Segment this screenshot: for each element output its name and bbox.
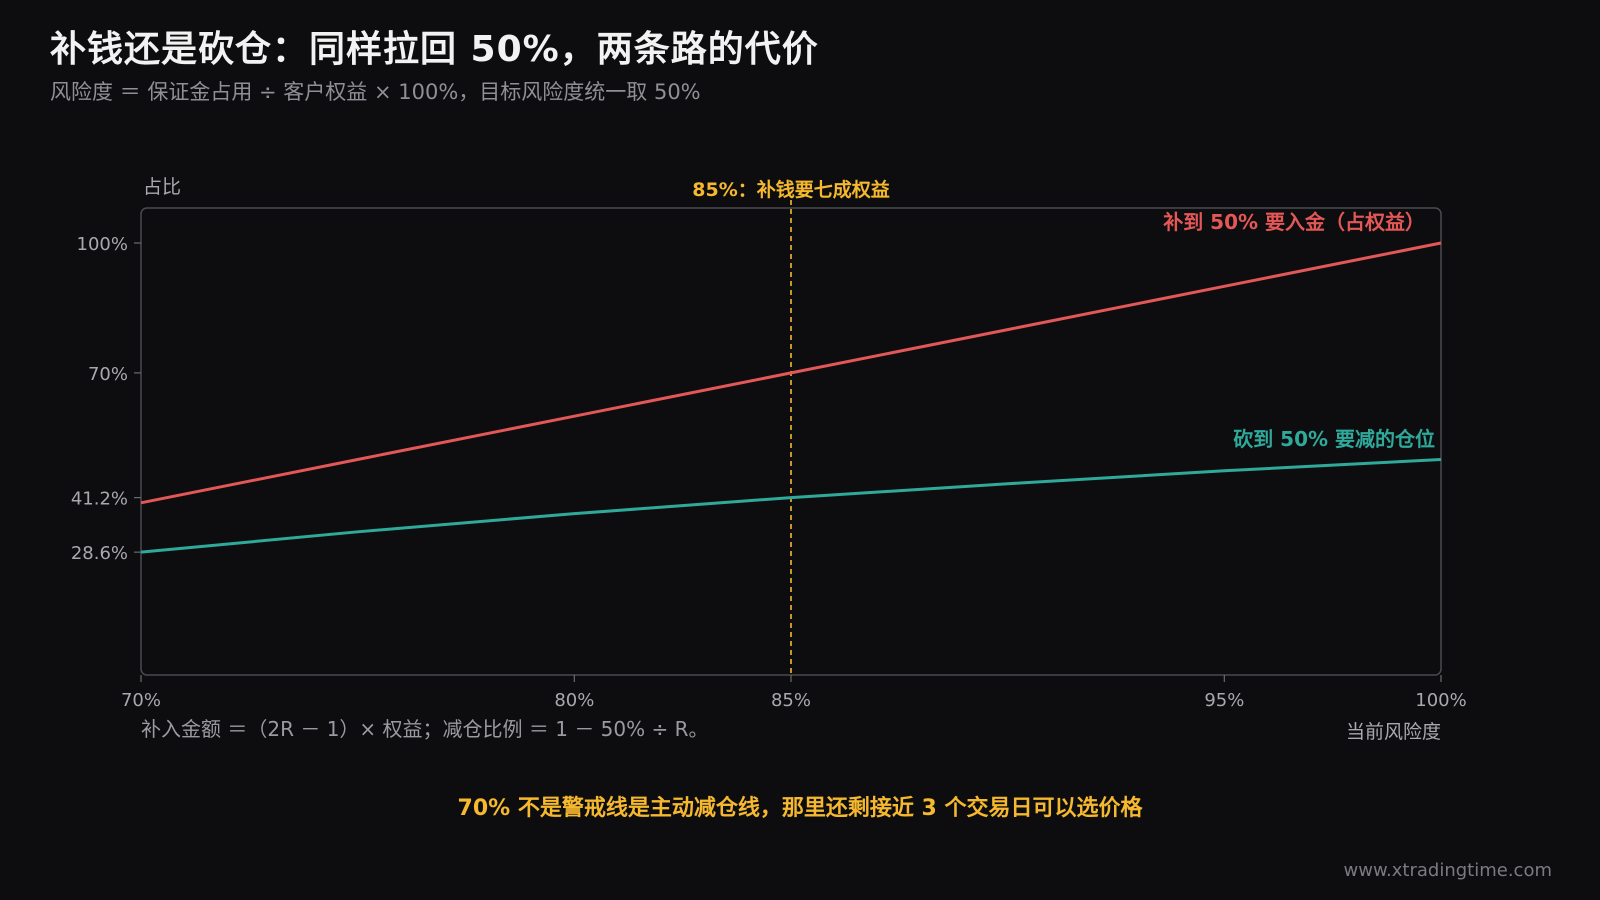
x-axis-label: 当前风险度 bbox=[1346, 721, 1441, 743]
x-axis: 70% 80% 85% 95% 100% bbox=[121, 675, 1467, 711]
y-tick-label: 70% bbox=[88, 364, 128, 385]
x-tick-label: 70% bbox=[121, 690, 161, 711]
footer-highlight: 70% 不是警戒线是主动减仓线，那里还剩接近 3 个交易日可以选价格 bbox=[457, 796, 1143, 821]
y-tick-label: 41.2% bbox=[71, 489, 128, 510]
series-label-1: 补到 50% 要入金（占权益） bbox=[1162, 210, 1425, 234]
x-tick-label: 95% bbox=[1204, 690, 1244, 711]
series-line-1 bbox=[140, 241, 1442, 505]
page-title: 补钱还是砍仓：同样拉回 50%，两条路的代价 bbox=[50, 29, 819, 70]
annotations: 85%：补钱要七成权益 bbox=[692, 178, 890, 675]
y-axis: 28.6% 41.2% 70% 100% bbox=[71, 234, 141, 564]
series-label-2: 砍到 50% 要减的仓位 bbox=[1233, 427, 1435, 451]
watermark: www.xtradingtime.com bbox=[1343, 860, 1552, 881]
y-tick-label: 28.6% bbox=[71, 543, 128, 564]
x-tick-label: 85% bbox=[771, 690, 811, 711]
annotation-label: 85%：补钱要七成权益 bbox=[692, 178, 889, 201]
series-line-2 bbox=[140, 458, 1442, 554]
series-group: 补到 50% 要入金（占权益） 砍到 50% 要减的仓位 bbox=[140, 210, 1442, 554]
x-tick-label: 100% bbox=[1415, 690, 1466, 711]
page-subtitle: 风险度 ＝ 保证金占用 ÷ 客户权益 × 100%，目标风险度统一取 50% bbox=[50, 80, 701, 104]
x-tick-label: 80% bbox=[554, 690, 594, 711]
y-tick-label: 100% bbox=[77, 234, 128, 255]
formula-note: 补入金额 ＝（2R － 1）× 权益；减仓比例 ＝ 1 － 50% ÷ R。 bbox=[141, 717, 709, 741]
y-axis-label: 占比 bbox=[143, 176, 181, 198]
